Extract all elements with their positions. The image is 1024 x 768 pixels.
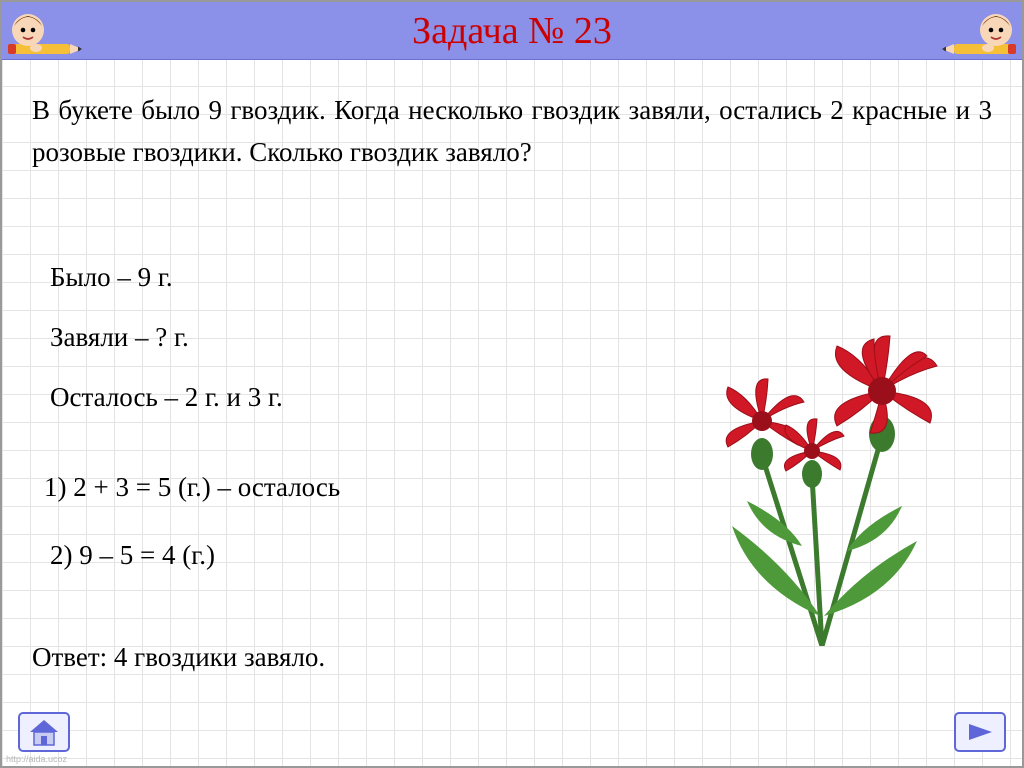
given-line-3: Осталось – 2 г. и 3 г.	[50, 382, 283, 413]
problem-statement: В букете было 9 гвоздик. Когда несколько…	[32, 90, 992, 174]
title-bar: Задача № 23	[2, 2, 1022, 60]
given-line-1: Было – 9 г.	[50, 262, 173, 293]
home-button[interactable]	[18, 712, 70, 752]
character-right-icon	[938, 4, 1018, 64]
next-button[interactable]	[954, 712, 1006, 752]
slide-title: Задача № 23	[412, 9, 612, 53]
given-line-2: Завяли – ? г.	[50, 322, 189, 353]
arrow-right-icon	[954, 712, 1006, 752]
carnations-icon	[692, 316, 952, 646]
solution-step-1: 1) 2 + 3 = 5 (г.) – осталось	[44, 472, 340, 503]
footer-url: http://aida.ucoz	[6, 754, 67, 764]
solution-step-2: 2) 9 – 5 = 4 (г.)	[50, 540, 215, 571]
slide: Задача № 23 В	[0, 0, 1024, 768]
answer-text: Ответ: 4 гвоздики завяло.	[32, 642, 325, 673]
character-left-icon	[6, 4, 86, 64]
home-icon	[18, 712, 70, 752]
